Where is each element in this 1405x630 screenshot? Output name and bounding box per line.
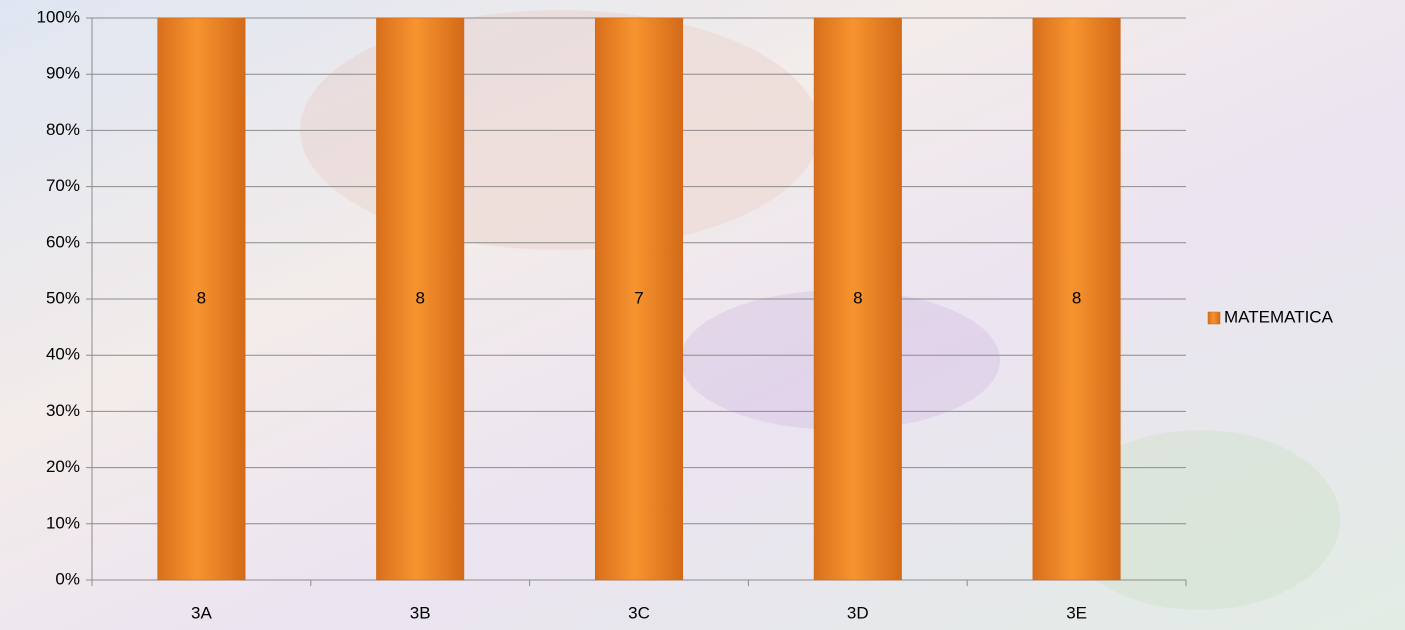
bar (594, 17, 684, 581)
data-label: 7 (634, 288, 643, 307)
x-tick-label: 3C (628, 603, 650, 622)
x-tick-label: 3B (410, 603, 431, 622)
bar (813, 17, 902, 581)
y-tick-label: 30% (46, 401, 80, 420)
y-tick-label: 100% (37, 7, 80, 26)
x-tick-label: 3A (191, 603, 212, 622)
background-decor (1060, 430, 1340, 610)
y-tick-label: 80% (46, 120, 80, 139)
bar (157, 17, 246, 581)
data-label: 8 (197, 288, 206, 307)
y-tick-label: 90% (46, 64, 80, 83)
y-tick-label: 50% (46, 288, 80, 307)
data-label: 8 (415, 288, 424, 307)
legend-swatch (1207, 311, 1221, 325)
legend-label: MATEMATICA (1224, 307, 1334, 326)
data-label: 8 (1072, 288, 1081, 307)
y-tick-label: 70% (46, 176, 80, 195)
bar (376, 17, 465, 581)
x-tick-label: 3E (1066, 603, 1087, 622)
y-tick-label: 40% (46, 345, 80, 364)
y-tick-label: 0% (55, 569, 80, 588)
x-tick-label: 3D (847, 603, 869, 622)
y-tick-label: 60% (46, 232, 80, 251)
bar (1032, 17, 1121, 581)
data-label: 8 (853, 288, 862, 307)
y-tick-label: 10% (46, 513, 80, 532)
y-tick-label: 20% (46, 457, 80, 476)
